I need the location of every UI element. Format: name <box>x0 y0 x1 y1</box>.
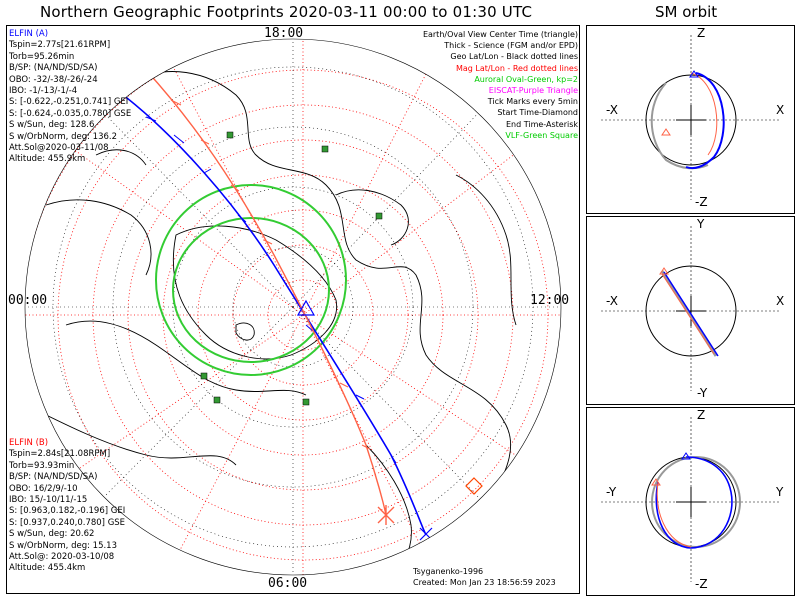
sm-panel-xz <box>586 25 795 214</box>
sm-xy-plot <box>601 226 781 391</box>
elfin-b-line: Att.Sol@: 2020-03-10/08 <box>9 551 115 562</box>
sm-yz-plot <box>601 417 781 582</box>
legend-item: Mag Lat/Lon - Red dotted lines <box>455 63 578 73</box>
legend: Earth/Oval View Center Time (triangle) Th… <box>423 29 578 141</box>
coastlines <box>25 71 517 575</box>
credit-line: Tsyganenko-1996 <box>413 567 484 576</box>
sm-panel-xy <box>586 216 795 405</box>
clock-label-right: 12:00 <box>530 293 570 308</box>
vlf-square <box>213 396 221 404</box>
elfin-a-name: ELFIN (A) <box>9 29 49 39</box>
elfin-a-end-asterisk <box>419 527 433 541</box>
legend-item: Geo Lat/Lon - Black dotted lines <box>450 52 578 62</box>
sm-xz-plot <box>601 35 781 200</box>
sm1-top: Z <box>697 26 706 40</box>
elfin-a-info: ELFIN (A) Tspin=2.77s[21.61RPM] Torb=95.26… <box>9 29 131 166</box>
polar-map <box>24 38 562 576</box>
sm1-left: -X <box>606 103 618 117</box>
elfin-b-line: S: [0.963,0.182,-0.196] GEI <box>9 506 126 517</box>
sm-panel-yz <box>586 407 795 596</box>
elfin-b-end-asterisk <box>377 505 395 525</box>
sm3-top: Z <box>697 408 706 422</box>
map-frame <box>6 25 580 594</box>
legend-item: Thick - Science (FGM and/or EPD) <box>444 41 578 51</box>
legend-item: Start Time-Diamond <box>497 108 578 118</box>
elfin-b-line: S: [0.937,0.240,0.780] GSE <box>9 517 126 528</box>
credits: Tsyganenko-1996 Created: Mon Jan 23 18:56… <box>413 566 556 588</box>
elfin-a-line: S w/Sun, deg: 128.6 <box>9 120 95 131</box>
elfin-b-line: IBO: 15/-10/11/-15 <box>9 494 88 505</box>
elfin-a-line: S w/OrbNorm, deg: 136.2 <box>9 131 118 142</box>
sm2-left: -X <box>606 294 618 308</box>
sm-orbit-plots <box>601 35 781 582</box>
legend-item: Tick Marks every 5min <box>487 97 578 107</box>
elfin-b-info: ELFIN (B) Tspin=2.84s[21.08RPM] Torb=93.93… <box>9 438 125 575</box>
eiscat-diamond <box>465 477 483 495</box>
elfin-a-line: Att.Sol@2020-03-11/08 <box>9 142 109 153</box>
vlf-square <box>302 398 310 406</box>
geo-grid <box>25 39 561 575</box>
auroral-ovals <box>155 184 347 376</box>
elfin-b-track <box>145 69 387 516</box>
legend-item: VLF-Green Square <box>505 130 578 140</box>
elfin-a-line: Tspin=2.77s[21.61RPM] <box>9 40 111 51</box>
sm-orbit-title: SM orbit <box>655 3 718 21</box>
sm2-top: Y <box>697 217 705 231</box>
elfin-a-line: Altitude: 455.9km <box>9 154 86 165</box>
clock-label-left: 00:00 <box>8 293 48 308</box>
elfin-a-line: S: [-0.624,-0.035,0.780] GSE <box>9 108 132 119</box>
sm2-right: X <box>776 294 785 308</box>
sm3-left: -Y <box>606 485 617 499</box>
sm1-bottom: -Z <box>695 195 708 209</box>
elfin-a-line: IBO: -1/-13/-1/-4 <box>9 85 78 96</box>
legend-item: Auroral Oval-Green, kp=2 <box>474 74 578 84</box>
vlf-square <box>321 145 329 153</box>
vlf-square <box>375 212 383 220</box>
elfin-b-line: OBO: 16/2/9/-10 <box>9 483 78 494</box>
sm3-bottom: -Z <box>695 577 708 591</box>
vlf-square <box>226 131 234 139</box>
sm1-right: X <box>776 103 785 117</box>
legend-item: End Time-Asterisk <box>505 119 578 129</box>
elfin-b-line: Torb=93.93min <box>9 460 75 471</box>
clock-label-bottom: 06:00 <box>268 576 308 591</box>
plot-title: Northern Geographic Footprints 2020-03-1… <box>40 3 533 21</box>
elfin-b-name: ELFIN (B) <box>9 438 49 448</box>
credit-line: Created: Mon Jan 23 18:56:59 2023 <box>413 578 556 587</box>
elfin-a-line: S: [-0.622,-0.251,0.741] GEI <box>9 97 129 108</box>
elfin-b-line: B/SP: (NA/ND/SD/SA) <box>9 472 98 483</box>
elfin-a-line: B/SP: (NA/ND/SD/SA) <box>9 63 98 74</box>
clock-label-top: 18:00 <box>264 26 304 41</box>
elfin-a-line: Torb=95.26min <box>9 51 75 62</box>
elfin-b-line: S w/OrbNorm, deg: 15.13 <box>9 540 118 551</box>
sm3-right: Y <box>776 485 784 499</box>
legend-item: Earth/Oval View Center Time (triangle) <box>422 30 578 39</box>
sm2-bottom: -Y <box>697 386 708 400</box>
elfin-b-line: S w/Sun, deg: 20.62 <box>9 529 95 540</box>
vlf-square <box>200 372 208 380</box>
legend-item: EISCAT-Purple Triangle <box>488 85 578 95</box>
elfin-b-line: Tspin=2.84s[21.08RPM] <box>9 449 111 460</box>
elfin-b-line: Altitude: 455.4km <box>9 563 86 574</box>
elfin-a-center-triangle <box>296 299 316 316</box>
elfin-a-line: OBO: -32/-38/-26/-24 <box>9 74 98 85</box>
vlf-markers <box>200 131 383 406</box>
